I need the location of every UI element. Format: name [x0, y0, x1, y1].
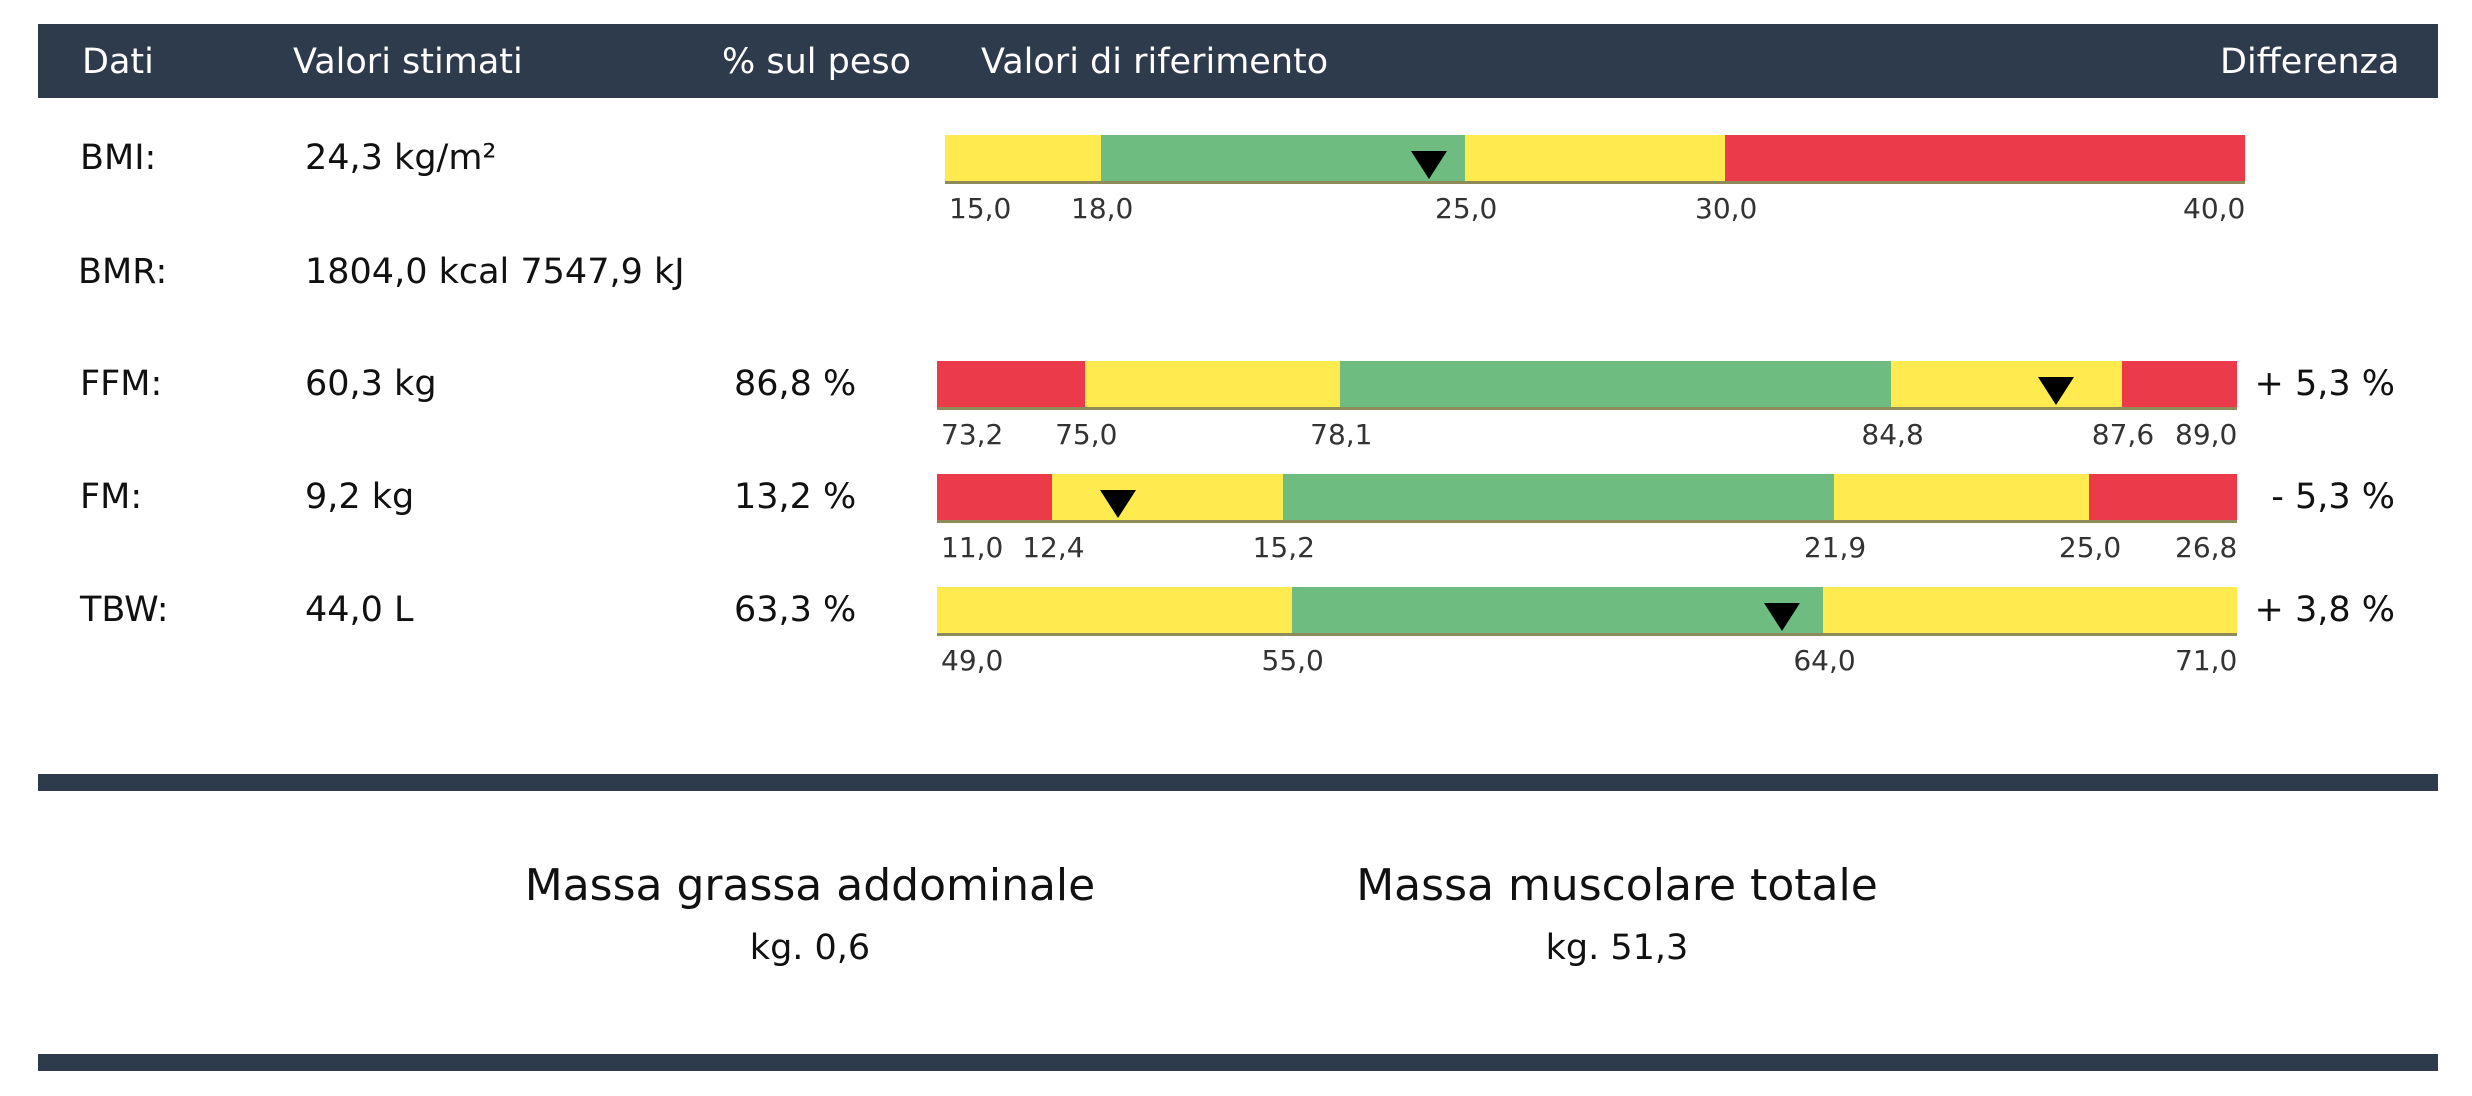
tick-label: 15,2	[1252, 531, 1315, 564]
bar-segment-green	[1340, 361, 1892, 407]
bar-segment-yellow	[1052, 474, 1283, 520]
row-value-ffm: 60,3 kg	[305, 364, 437, 404]
tick-label: 55,0	[1261, 644, 1324, 677]
tick-label: 73,2	[941, 418, 1004, 451]
row-pct-ffm: 86,8 %	[734, 364, 857, 404]
row-value-bmr: 1804,0 kcal 7547,9 kJ	[305, 252, 685, 292]
abdominal-fat-value: kg. 0,6	[749, 928, 871, 968]
row-value-tbw: 44,0 L	[305, 590, 414, 630]
value-marker-icon	[1764, 603, 1800, 631]
row-label-tbw: TBW:	[80, 590, 169, 630]
bar-segment-green	[1101, 135, 1465, 181]
bar-segment-yellow	[1833, 474, 2089, 520]
bar-segment-red	[1725, 135, 2245, 181]
row-label-bmr: BMR:	[78, 252, 168, 292]
header-pct-peso: % sul peso	[722, 42, 912, 82]
reference-bar-bmi: 15,0 18,0 25,0 30,0 40,0	[945, 135, 2245, 225]
header-differenza: Differenza	[2220, 42, 2400, 82]
table-header: Dati Valori stimati % sul peso Valori di…	[38, 24, 2438, 98]
tick-label: 78,1	[1310, 418, 1373, 451]
header-dati: Dati	[82, 42, 154, 82]
tick-label: 12,4	[1022, 531, 1085, 564]
row-label-fm: FM:	[80, 477, 143, 517]
row-diff-tbw: + 3,8 %	[2254, 590, 2396, 630]
bar-segment-red	[2121, 361, 2237, 407]
tick-label: 49,0	[941, 644, 1004, 677]
tick-label: 87,6	[2091, 418, 2155, 451]
row-pct-fm: 13,2 %	[734, 477, 857, 517]
bar-segment-yellow	[937, 587, 1292, 633]
bar-segment-yellow	[1823, 587, 2237, 633]
row-value-bmi: 24,3 kg/m²	[305, 138, 497, 178]
reference-bar-tbw: 49,0 55,0 64,0 71,0	[937, 587, 2237, 677]
tick-label: 89,0	[2175, 418, 2238, 451]
tick-label: 15,0	[949, 192, 1012, 225]
bar-segment-yellow	[945, 135, 1101, 181]
tick-label: 21,9	[1803, 531, 1867, 564]
tick-label: 40,0	[2183, 192, 2246, 225]
bar-segment-red	[937, 474, 1053, 520]
tick-label: 75,0	[1055, 418, 1118, 451]
bar-segment-red	[937, 361, 1086, 407]
bar-segment-green	[1291, 587, 1824, 633]
row-label-ffm: FFM:	[80, 364, 163, 404]
tick-label: 30,0	[1695, 192, 1758, 225]
tick-label: 25,0	[2058, 531, 2122, 564]
tick-label: 26,8	[2175, 531, 2238, 564]
value-marker-icon	[1100, 490, 1136, 518]
tick-label: 11,0	[941, 531, 1004, 564]
reference-bar-fm: 11,0 12,4 15,2 21,9 25,0 26,8	[937, 474, 2237, 564]
row-value-fm: 9,2 kg	[305, 477, 415, 517]
bar-segment-green	[1282, 474, 1834, 520]
bar-segment-red	[2088, 474, 2237, 520]
tick-label: 64,0	[1793, 644, 1856, 677]
row-diff-fm: - 5,3 %	[2271, 477, 2395, 517]
abdominal-fat-title: Massa grassa addominale	[524, 860, 1096, 911]
value-marker-icon	[1410, 151, 1447, 179]
header-valori-riferimento: Valori di riferimento	[981, 42, 1329, 82]
row-label-bmi: BMI:	[80, 138, 157, 178]
tick-label: 84,8	[1861, 418, 1924, 451]
value-marker-icon	[2037, 377, 2074, 405]
muscle-mass-title: Massa muscolare totale	[1356, 860, 1878, 911]
row-diff-ffm: + 5,3 %	[2254, 364, 2396, 404]
section-divider-bottom	[38, 1054, 2438, 1071]
tick-label: 25,0	[1435, 192, 1498, 225]
muscle-mass-value: kg. 51,3	[1545, 928, 1689, 968]
bar-segment-yellow	[1465, 135, 1725, 181]
tick-label: 18,0	[1071, 192, 1134, 225]
reference-bar-ffm: 73,2 75,0 78,1 84,8 87,6 89,0	[937, 361, 2237, 451]
row-pct-tbw: 63,3 %	[734, 590, 857, 630]
section-divider-top	[38, 774, 2438, 791]
tick-label: 71,0	[2175, 644, 2238, 677]
header-valori-stimati: Valori stimati	[293, 42, 523, 82]
bar-segment-yellow	[1085, 361, 1341, 407]
bar-segment-yellow	[1891, 361, 2122, 407]
